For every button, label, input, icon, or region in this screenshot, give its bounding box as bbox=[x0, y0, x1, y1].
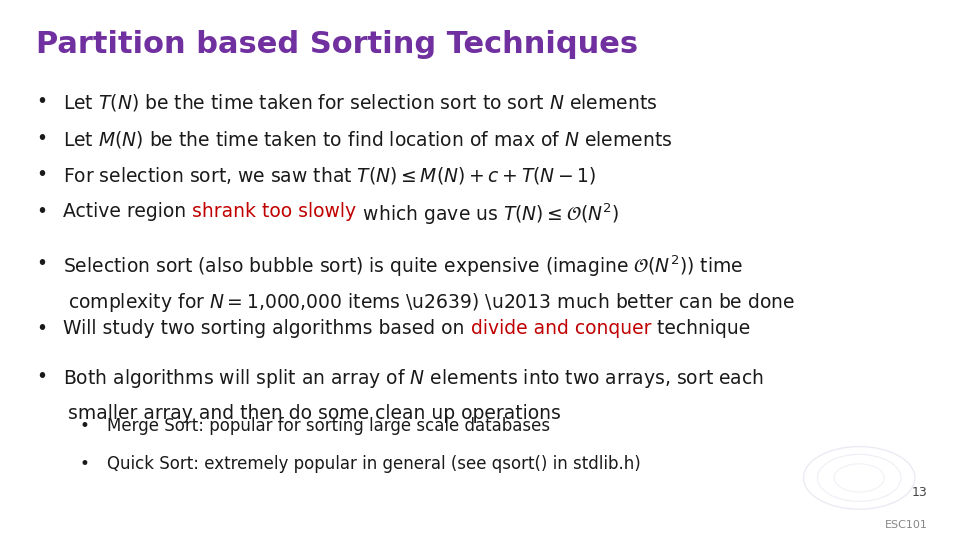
Text: •: • bbox=[36, 367, 48, 386]
Text: •: • bbox=[36, 202, 48, 221]
Text: •: • bbox=[36, 165, 48, 184]
Text: divide and conquer: divide and conquer bbox=[470, 319, 651, 338]
Text: •: • bbox=[80, 455, 89, 472]
Text: Will study two sorting algorithms based on: Will study two sorting algorithms based … bbox=[63, 319, 470, 338]
Text: Let $M(N)$ be the time taken to find location of max of $N$ elements: Let $M(N)$ be the time taken to find loc… bbox=[63, 129, 673, 150]
Text: Partition based Sorting Techniques: Partition based Sorting Techniques bbox=[36, 30, 638, 59]
Text: •: • bbox=[36, 129, 48, 147]
Text: 13: 13 bbox=[912, 487, 927, 500]
Text: shrank too slowly: shrank too slowly bbox=[193, 202, 356, 221]
Text: Let $T(N)$ be the time taken for selection sort to sort $N$ elements: Let $T(N)$ be the time taken for selecti… bbox=[63, 92, 658, 113]
Text: •: • bbox=[36, 92, 48, 111]
Text: •: • bbox=[36, 319, 48, 338]
Text: which gave us $T(N) \leq \mathcal{O}(N^2)$: which gave us $T(N) \leq \mathcal{O}(N^2… bbox=[356, 202, 619, 227]
Text: •: • bbox=[80, 417, 89, 435]
Text: Selection sort (also bubble sort) is quite expensive (imagine $\mathcal{O}(N^2)$: Selection sort (also bubble sort) is qui… bbox=[63, 254, 743, 279]
Text: complexity for $N = 1{,}000{,}000$ items \u2639) \u2013 much better can be done: complexity for $N = 1{,}000{,}000$ items… bbox=[68, 291, 795, 314]
Text: Both algorithms will split an array of $N$ elements into two arrays, sort each: Both algorithms will split an array of $… bbox=[63, 367, 764, 390]
Text: •: • bbox=[36, 254, 48, 273]
Text: For selection sort, we saw that $T(N) \leq M(N) + c + T(N-1)$: For selection sort, we saw that $T(N) \l… bbox=[63, 165, 597, 186]
Text: smaller array and then do some clean up operations: smaller array and then do some clean up … bbox=[68, 404, 561, 423]
Text: technique: technique bbox=[651, 319, 751, 338]
Text: Active region: Active region bbox=[63, 202, 193, 221]
Text: Merge Sort: popular for sorting large scale databases: Merge Sort: popular for sorting large sc… bbox=[107, 417, 550, 435]
Text: Quick Sort: extremely popular in general (see qsort() in stdlib.h): Quick Sort: extremely popular in general… bbox=[107, 455, 640, 472]
Text: ESC101: ESC101 bbox=[884, 520, 927, 530]
